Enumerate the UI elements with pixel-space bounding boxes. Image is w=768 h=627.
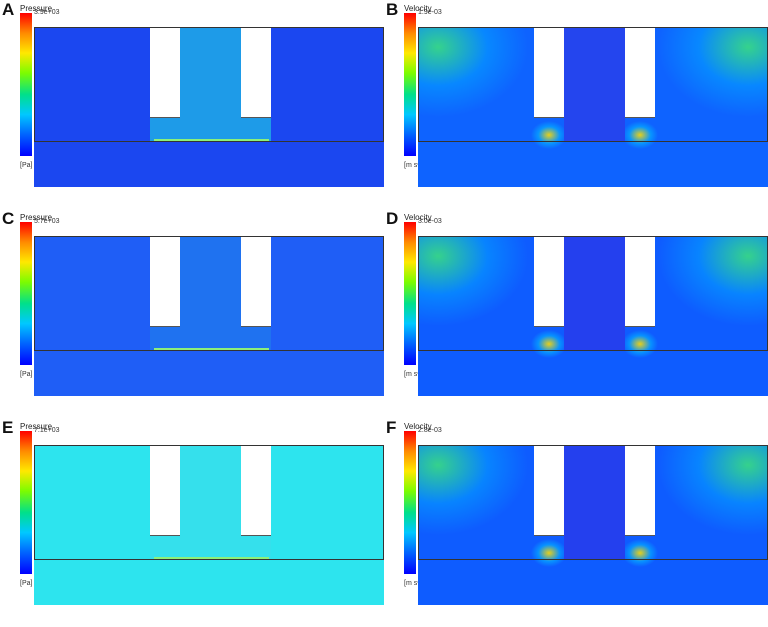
panel-letter: B — [386, 0, 399, 19]
right-slot — [241, 27, 271, 117]
colorbar-unit: [m s^-1] — [404, 580, 429, 587]
colorbar-unit: [Pa] — [20, 580, 33, 587]
contour-field — [34, 27, 384, 187]
colorbar — [20, 13, 32, 156]
left-slot — [534, 27, 564, 117]
colorbar — [404, 431, 416, 574]
center-channel — [564, 27, 625, 142]
left-slot — [150, 27, 180, 117]
left-slot — [534, 445, 564, 535]
panel-letter: C — [2, 209, 15, 228]
contour-field — [34, 445, 384, 605]
right-slot — [625, 236, 655, 326]
panel-letter: D — [386, 209, 399, 228]
colorbar-title: Pressure — [20, 422, 53, 431]
left-slot — [150, 445, 180, 535]
colorbar-unit: [Pa] — [20, 162, 33, 169]
colorbar-title: Velocity — [404, 4, 432, 13]
panel-e: EPressure7.1e+035.2e+033.3e+031.4e+03-5.… — [0, 418, 384, 627]
colorbar-tick-label: 1.9e-03 — [418, 9, 442, 16]
contour-field — [34, 236, 384, 396]
colorbar — [404, 222, 416, 365]
colorbar-title: Pressure — [20, 4, 53, 13]
panel-letter: E — [2, 418, 14, 437]
colorbar-tick-label: 3.9e+03 — [34, 9, 60, 16]
colorbar-title: Velocity — [404, 213, 432, 222]
colorbar-tick-label: 2.8e-03 — [418, 427, 442, 434]
panel-f: FVelocity2.8e-032.3e-031.7e-031.1e-035.7… — [384, 418, 768, 627]
contour-field — [418, 445, 768, 605]
right-slot — [241, 236, 271, 326]
panel-letter: F — [386, 418, 397, 437]
colorbar-tick-label: 5.7e+03 — [34, 218, 60, 225]
colorbar — [20, 431, 32, 574]
colorbar-tick-label: 3.0e-03 — [418, 218, 442, 225]
panel-c: CPressure5.7e+034.5e+033.3e+032.0e+038.1… — [0, 209, 384, 418]
colorbar — [20, 222, 32, 365]
panel-b: BVelocity1.9e-031.5e-031.1e-037.5e-043.8… — [384, 0, 768, 209]
colorbar-tick-label: 7.1e+03 — [34, 427, 60, 434]
left-slot — [150, 236, 180, 326]
panel-letter: A — [2, 0, 15, 19]
colorbar-title: Velocity — [404, 422, 432, 431]
contour-field — [418, 236, 768, 396]
center-channel — [564, 236, 625, 351]
colorbar — [404, 13, 416, 156]
colorbar-unit: [m s^-1] — [404, 371, 429, 378]
panel-d: DVelocity3.0e-032.4e-031.8e-031.2e-036.1… — [384, 209, 768, 418]
right-slot — [241, 445, 271, 535]
center-channel — [564, 445, 625, 560]
right-slot — [625, 27, 655, 117]
colorbar-unit: [Pa] — [20, 371, 33, 378]
contour-field — [418, 27, 768, 187]
panel-a: APressure3.9e+033.1e+032.3e+031.6e+037.8… — [0, 0, 384, 209]
right-slot — [625, 445, 655, 535]
colorbar-title: Pressure — [20, 213, 53, 222]
left-slot — [534, 236, 564, 326]
colorbar-unit: [m s^-1] — [404, 162, 429, 169]
